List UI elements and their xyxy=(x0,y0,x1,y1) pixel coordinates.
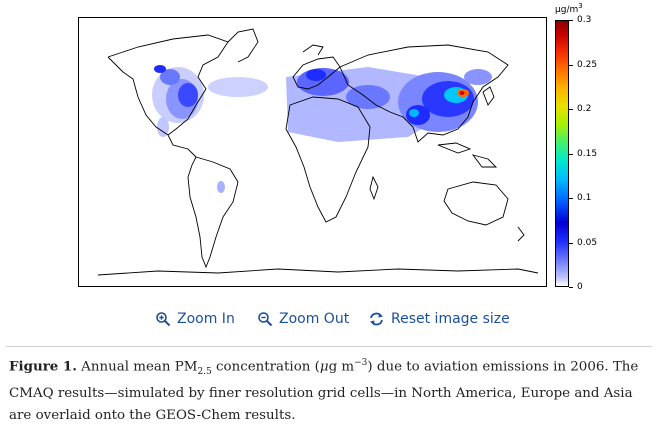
image-controls: Zoom In Zoom Out Reset image size xyxy=(0,309,658,333)
colorbar: μg/m3 0.3 0.25 0.2 0.15 0.1 0.05 0 xyxy=(553,0,633,300)
zoom-in-button[interactable]: Zoom In xyxy=(155,311,235,327)
colorbar-tick-label: 0.1 xyxy=(577,193,592,203)
colorbar-tick-label: 0.2 xyxy=(577,104,592,114)
colorbar-gradient xyxy=(555,20,569,287)
reset-icon xyxy=(370,312,383,326)
concentration-layer xyxy=(152,65,492,193)
caption-label: Figure 1. xyxy=(9,358,77,375)
divider xyxy=(6,346,652,347)
figure-image: μg/m3 0.3 0.25 0.2 0.15 0.1 0.05 0 xyxy=(78,0,633,300)
colorbar-tick xyxy=(569,20,573,21)
colorbar-tick-label: 0 xyxy=(577,282,583,292)
colorbar-tick-label: 0.05 xyxy=(577,238,598,248)
zoom-out-button[interactable]: Zoom Out xyxy=(257,311,349,327)
zoom-in-label: Zoom In xyxy=(177,311,235,327)
zoom-in-icon xyxy=(156,312,171,327)
colorbar-tick-label: 0.25 xyxy=(577,60,598,70)
colorbar-tick xyxy=(569,287,573,288)
colorbar-tick xyxy=(569,198,573,199)
zoom-out-icon xyxy=(258,312,273,327)
colorbar-unit: μg/m3 xyxy=(555,2,583,15)
colorbar-tick-label: 0.15 xyxy=(577,149,598,159)
coastlines xyxy=(97,28,539,276)
world-map xyxy=(78,17,547,287)
reset-image-size-button[interactable]: Reset image size xyxy=(368,311,510,327)
colorbar-tick xyxy=(569,154,573,155)
figure-caption: Figure 1. Annual mean PM2.5 concentratio… xyxy=(9,358,639,424)
colorbar-tick xyxy=(569,243,573,244)
reset-label: Reset image size xyxy=(391,311,510,327)
colorbar-tick-label: 0.3 xyxy=(577,15,592,25)
zoom-out-label: Zoom Out xyxy=(279,311,350,327)
colorbar-tick xyxy=(569,65,573,66)
colorbar-tick xyxy=(569,109,573,110)
